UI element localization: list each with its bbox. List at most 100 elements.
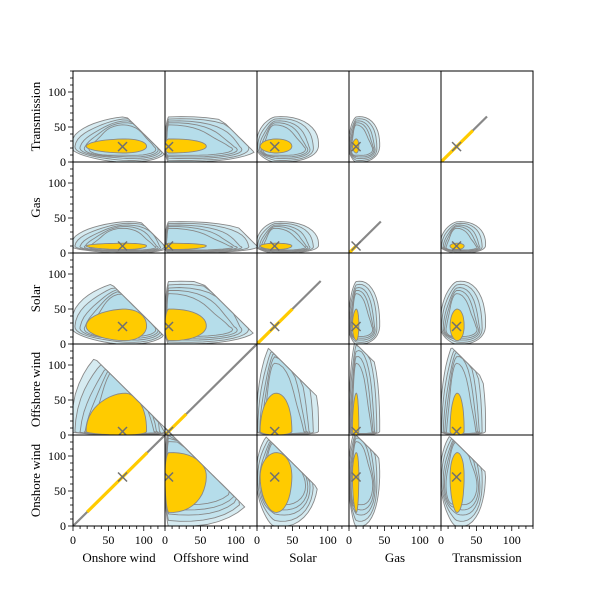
optimum-marker xyxy=(351,141,362,152)
y-tick-label: 0 xyxy=(60,519,66,533)
panel-content xyxy=(165,116,255,162)
panel-gas-vs-solar xyxy=(256,161,350,254)
x-tick-label: 50 xyxy=(102,533,114,547)
x-tick-label: 0 xyxy=(254,533,260,547)
panel-offshore-wind-vs-transmission xyxy=(440,343,534,436)
panel-content xyxy=(257,221,319,253)
core-contour xyxy=(351,308,360,342)
x-tick-label: 50 xyxy=(470,533,482,547)
panel-gas-vs-offshore-wind xyxy=(164,161,258,254)
panel-content xyxy=(257,436,318,526)
x-tick-label: 100 xyxy=(411,533,429,547)
optimum-marker xyxy=(165,471,174,483)
panel-solar-vs-offshore-wind xyxy=(164,252,258,345)
core-contour xyxy=(85,242,148,250)
panel-frame xyxy=(440,434,534,527)
panel-content xyxy=(73,116,165,162)
panel-transmission-vs-solar xyxy=(256,70,350,163)
core-contour xyxy=(259,452,293,513)
optimum-marker xyxy=(351,240,362,252)
panel-offshore-wind-vs-gas xyxy=(348,343,442,436)
y-axis-label-transmission: Transmission xyxy=(28,81,43,151)
panel-content xyxy=(165,280,254,344)
panel-content xyxy=(73,435,165,526)
y-tick-label: 0 xyxy=(60,246,66,260)
x-tick-label: 50 xyxy=(194,533,206,547)
panel-transmission-vs-gas xyxy=(348,70,442,163)
core-contour xyxy=(165,308,207,342)
panel-content xyxy=(441,347,487,435)
optimum-marker xyxy=(165,240,174,252)
panel-content xyxy=(165,221,257,253)
y-tick-label: 50 xyxy=(54,120,66,134)
panel-solar-vs-transmission xyxy=(440,252,534,345)
panel-transmission-vs-offshore-wind xyxy=(164,70,258,163)
y-tick-label: 100 xyxy=(48,85,66,99)
panel-content xyxy=(349,435,381,526)
x-tick-label: 0 xyxy=(346,533,352,547)
x-tick-label: 0 xyxy=(438,533,444,547)
panel-grid: 0 50 100 0 50 100 0 50 100 0 50 100 0 50 100 0 50 100 0 50 1… xyxy=(28,70,534,565)
core-contour xyxy=(85,138,148,154)
diagonal-core-line xyxy=(86,451,149,514)
y-tick-label: 50 xyxy=(54,211,66,225)
core-contour xyxy=(449,308,465,342)
x-axis-label-transmission: Transmission xyxy=(452,550,522,565)
y-tick-label: 100 xyxy=(48,176,66,190)
panel-content xyxy=(73,221,165,253)
panel-content xyxy=(441,221,487,253)
optimum-marker xyxy=(117,321,128,332)
core-contour xyxy=(351,452,360,513)
panel-transmission-vs-transmission xyxy=(440,70,534,163)
y-tick-label: 0 xyxy=(60,428,66,442)
core-contour xyxy=(165,242,207,250)
axis-labels: Onshore wind Offshore wind Solar Gas Transmi… xyxy=(28,81,522,565)
optimum-marker xyxy=(269,321,280,332)
panel-content xyxy=(257,116,319,162)
core-contour xyxy=(165,138,207,154)
optimum-marker xyxy=(451,141,462,152)
optimum-marker xyxy=(165,141,174,152)
core-contour xyxy=(449,452,465,513)
optimum-marker xyxy=(269,141,280,152)
y-tick-label: 50 xyxy=(54,393,66,407)
tick-labels: 0 50 100 0 50 100 0 50 100 0 50 100 0 50 100 0 50 100 0 50 1… xyxy=(48,85,521,547)
panel-content xyxy=(165,435,246,526)
core-contour xyxy=(165,452,207,513)
y-tick-label: 100 xyxy=(48,267,66,281)
panel-offshore-wind-vs-solar xyxy=(256,343,350,436)
panel-gas-vs-onshore-wind xyxy=(72,161,166,254)
x-axis-label-onshore-wind: Onshore wind xyxy=(82,550,156,565)
optimum-marker xyxy=(351,321,362,332)
panel-onshore-wind-vs-gas xyxy=(348,434,442,527)
core-contour xyxy=(85,308,148,342)
x-tick-label: 50 xyxy=(286,533,298,547)
panel-content xyxy=(165,344,257,435)
y-axis-label-offshore-wind: Offshore wind xyxy=(28,351,43,427)
panel-content xyxy=(257,280,322,344)
optimum-marker xyxy=(451,240,462,252)
y-tick-label: 50 xyxy=(54,302,66,316)
optimum-marker xyxy=(451,471,462,483)
x-tick-label: 0 xyxy=(70,533,76,547)
panel-solar-vs-gas xyxy=(348,252,442,345)
x-tick-label: 100 xyxy=(135,533,153,547)
panel-content xyxy=(441,115,488,162)
panel-onshore-wind-vs-transmission xyxy=(440,434,534,527)
y-tick-label: 0 xyxy=(60,337,66,351)
optimum-marker xyxy=(117,240,128,252)
panel-content xyxy=(349,220,382,253)
x-tick-label: 100 xyxy=(503,533,521,547)
panel-gas-vs-gas xyxy=(348,161,442,254)
x-tick-label: 100 xyxy=(319,533,337,547)
panel-content xyxy=(73,284,164,344)
panel-content xyxy=(349,280,381,344)
axis-ticks xyxy=(68,70,534,531)
y-tick-label: 100 xyxy=(48,358,66,372)
optimum-marker xyxy=(117,471,128,483)
panel-content xyxy=(349,116,381,162)
x-tick-label: 0 xyxy=(162,533,168,547)
y-tick-label: 0 xyxy=(60,155,66,169)
panel-onshore-wind-vs-onshore-wind xyxy=(72,434,166,527)
panel-transmission-vs-onshore-wind xyxy=(72,70,166,163)
